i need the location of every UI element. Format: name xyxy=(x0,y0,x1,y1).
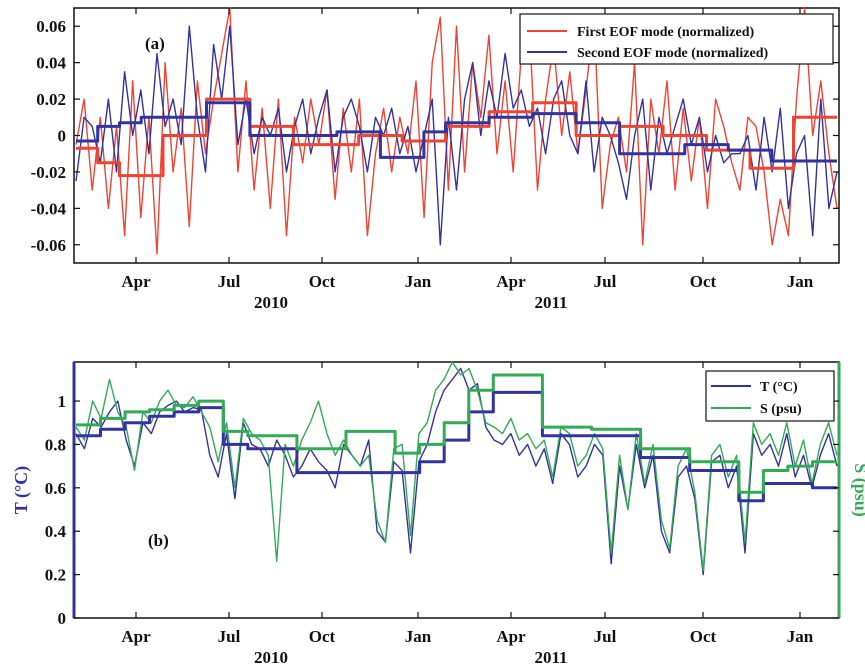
panel-b-chart: 1 0.8 0.6 0.4 0.2 0 Apr Jul Oct Jan Apr Jul Oct Jan 2… xyxy=(11,361,865,665)
panel-b-x-axis: Apr Jul Oct Jan Apr Jul Oct Jan 2010 2011 xyxy=(121,362,814,665)
panel-a-series-2-step xyxy=(76,97,837,178)
x-tick-label: Jan xyxy=(405,627,432,646)
x-tick-label: Jan xyxy=(405,272,432,291)
x-year-label: 2010 xyxy=(254,648,288,665)
x-year-label: 2010 xyxy=(254,293,288,312)
x-tick-label: Apr xyxy=(496,272,526,291)
x-tick-label: Apr xyxy=(496,627,526,646)
panel-b-series-layer xyxy=(75,361,838,576)
y-tick-label: -0.04 xyxy=(31,199,67,218)
x-tick-label: Oct xyxy=(309,272,336,291)
panel-a-chart: 0.06 0.04 0.02 0 -0.02 -0.04 -0.06 Apr Jul Oct Ja… xyxy=(31,7,840,312)
x-tick-label: Oct xyxy=(690,272,717,291)
panel-b-legend-box xyxy=(705,370,835,422)
legend-b-label-t: T (°C) xyxy=(760,380,798,395)
x-year-label: 2011 xyxy=(534,648,567,665)
panel-b-y-axis: 1 0.8 0.6 0.4 0.2 0 xyxy=(45,392,839,628)
panel-a-x-axis: Apr Jul Oct Jan Apr Jul Oct Jan 2010 2011 xyxy=(121,8,814,312)
x-tick-label: Jul xyxy=(594,627,617,646)
x-tick-label: Oct xyxy=(309,627,336,646)
x-tick-label: Oct xyxy=(690,627,717,646)
y-tick-label: 0.04 xyxy=(36,54,66,73)
panel-a-y-axis: 0.06 0.04 0.02 0 -0.02 -0.04 -0.06 xyxy=(31,17,839,255)
y-tick-label: 0.06 xyxy=(36,17,66,36)
legend-b-label-s: S (psu) xyxy=(760,402,802,417)
y-tick-label: -0.02 xyxy=(31,163,66,182)
panel-b-ylabel-right: S (psu) xyxy=(850,463,865,517)
panel-a-legend: First EOF mode (normalized) Second EOF m… xyxy=(519,13,834,65)
x-tick-label: Jul xyxy=(218,627,241,646)
y-tick-label: 0.6 xyxy=(45,479,66,498)
panel-b-tag: (b) xyxy=(148,531,169,550)
panel-a-tag: (a) xyxy=(145,34,165,53)
x-tick-label: Apr xyxy=(121,627,151,646)
panel-a-series-0-line xyxy=(75,7,838,255)
panel-a-series-3-step xyxy=(76,101,837,163)
x-tick-label: Jul xyxy=(218,272,241,291)
y-tick-label: 1 xyxy=(58,392,67,411)
y-tick-label: 0 xyxy=(58,127,67,146)
y-tick-label: 0.4 xyxy=(45,522,67,541)
legend-a-label-second-eof: Second EOF mode (normalized) xyxy=(577,46,769,61)
panel-b-series-2-step xyxy=(76,390,837,503)
y-tick-label: -0.06 xyxy=(31,236,66,255)
legend-a-label-first-eof: First EOF mode (normalized) xyxy=(577,25,755,40)
panel-b-series-1-line xyxy=(75,361,838,571)
x-tick-label: Jan xyxy=(787,272,814,291)
x-tick-label: Jan xyxy=(787,627,814,646)
panel-a-series-layer xyxy=(75,7,838,255)
x-tick-label: Apr xyxy=(121,272,151,291)
y-tick-label: 0.02 xyxy=(36,90,66,109)
x-tick-label: Jul xyxy=(594,272,617,291)
y-tick-label: 0.8 xyxy=(45,435,66,454)
panel-a-legend-box xyxy=(519,13,834,65)
panel-a-series-1-line xyxy=(75,25,838,246)
panel-b-ylabel-left: T (°C) xyxy=(11,466,32,514)
panel-b-series-3-step xyxy=(76,373,837,494)
panel-b-legend: T (°C) S (psu) xyxy=(705,370,835,422)
x-year-label: 2011 xyxy=(534,293,567,312)
y-tick-label: 0.2 xyxy=(45,566,66,585)
y-tick-label: 0 xyxy=(58,609,67,628)
